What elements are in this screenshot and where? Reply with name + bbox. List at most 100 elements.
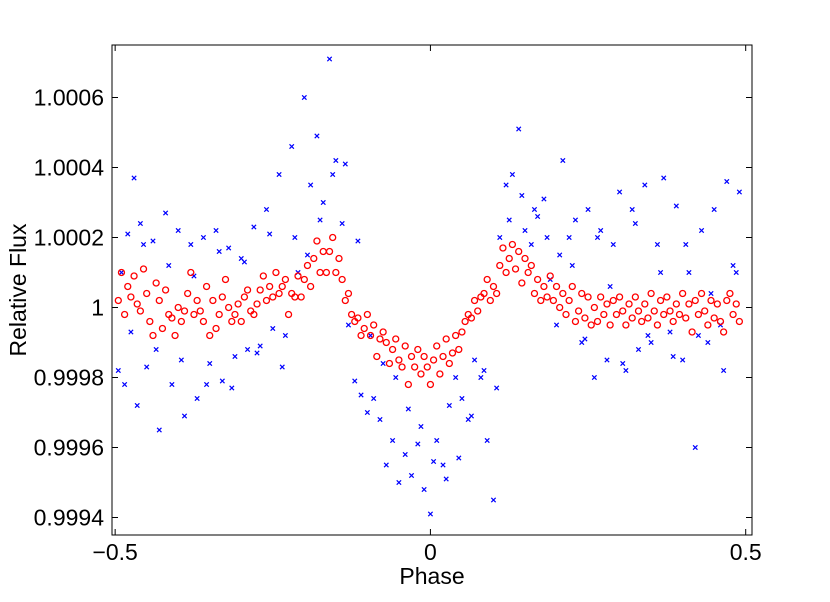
data-point-circle xyxy=(202,282,211,291)
data-point-x xyxy=(673,203,679,209)
data-point-x xyxy=(443,476,449,482)
data-point-circle xyxy=(581,314,589,322)
data-point-x xyxy=(635,346,642,353)
data-point-x xyxy=(181,413,188,419)
data-point-circle xyxy=(467,314,476,322)
data-point-circle xyxy=(496,261,504,270)
data-point-circle xyxy=(325,247,334,256)
y-axis-label: Relative Flux xyxy=(5,223,31,356)
data-point-circle xyxy=(259,272,267,280)
data-point-x xyxy=(522,227,528,234)
y-tick-label: 1.0002 xyxy=(34,225,104,251)
x-tick-label: 0.5 xyxy=(730,539,762,565)
data-point-x xyxy=(453,374,459,381)
data-point-circle xyxy=(606,321,614,329)
data-point-circle xyxy=(521,254,529,263)
data-point-circle xyxy=(187,268,195,277)
data-point-circle xyxy=(120,310,129,319)
data-point-x xyxy=(708,290,714,297)
data-point-circle xyxy=(344,289,353,298)
data-point-x xyxy=(616,189,623,195)
data-point-circle xyxy=(379,328,387,336)
data-point-circle xyxy=(638,317,646,326)
data-point-x xyxy=(736,189,743,195)
data-point-x xyxy=(166,262,172,269)
data-point-circle xyxy=(669,317,677,326)
data-point-circle xyxy=(710,314,718,322)
data-point-circle xyxy=(568,282,576,291)
data-point-x xyxy=(342,161,348,167)
data-point-x xyxy=(418,423,424,430)
data-point-circle xyxy=(196,307,204,315)
data-point-x xyxy=(144,364,150,370)
data-point-circle xyxy=(508,240,517,249)
data-point-circle xyxy=(480,289,488,298)
data-point-circle xyxy=(470,296,479,305)
data-point-x xyxy=(670,353,676,360)
data-point-x xyxy=(692,444,698,451)
data-point-x xyxy=(430,458,437,465)
data-point-x xyxy=(203,381,210,388)
data-point-circle xyxy=(622,321,630,329)
data-point-x xyxy=(330,171,336,178)
data-point-x xyxy=(427,511,434,517)
data-point-circle xyxy=(445,359,453,368)
data-point-circle xyxy=(685,300,693,308)
data-point-x xyxy=(270,325,276,332)
data-point-x xyxy=(657,269,664,276)
data-point-x xyxy=(632,220,638,227)
data-point-circle xyxy=(297,293,305,301)
data-point-circle xyxy=(161,286,170,294)
data-point-x xyxy=(140,241,147,248)
data-point-x xyxy=(711,206,717,213)
data-point-x xyxy=(314,133,320,139)
data-point-x xyxy=(229,385,235,391)
data-point-circle xyxy=(136,307,145,315)
data-point-circle xyxy=(329,233,337,242)
data-point-x xyxy=(364,409,370,416)
data-point-circle xyxy=(152,279,160,287)
data-point-circle xyxy=(193,296,201,305)
data-point-circle xyxy=(474,307,482,315)
y-tick: 1.0004 xyxy=(34,155,752,181)
data-point-x xyxy=(241,259,248,265)
data-point-x xyxy=(557,252,563,258)
data-point-x xyxy=(371,395,377,402)
data-point-x xyxy=(534,213,541,220)
data-point-circle xyxy=(559,289,567,298)
data-point-circle xyxy=(543,293,551,301)
data-point-circle xyxy=(732,300,740,308)
data-point-circle xyxy=(294,272,302,280)
data-point-circle xyxy=(682,314,690,322)
data-point-x xyxy=(267,231,273,237)
data-point-circle xyxy=(146,317,154,326)
data-point-x xyxy=(408,472,415,479)
data-point-x xyxy=(128,329,134,335)
data-point-circle xyxy=(250,310,258,319)
data-point-x xyxy=(610,241,616,248)
data-point-x xyxy=(118,269,125,276)
data-point-x xyxy=(279,364,285,370)
data-point-circle xyxy=(697,289,706,298)
data-point-x xyxy=(607,283,613,290)
data-point-circle xyxy=(502,268,510,277)
data-point-circle xyxy=(155,296,163,305)
data-point-x xyxy=(642,182,648,188)
data-point-circle xyxy=(556,303,564,312)
data-point-x xyxy=(292,234,298,241)
data-point-x xyxy=(421,486,427,493)
data-point-circle xyxy=(694,310,703,319)
data-point-x xyxy=(320,199,326,206)
data-point-x xyxy=(150,238,156,244)
y-tick: 0.9994 xyxy=(34,505,752,531)
data-point-x xyxy=(137,220,143,227)
data-point-x xyxy=(591,374,597,381)
data-point-x xyxy=(175,227,181,234)
data-point-circle xyxy=(448,349,457,357)
data-point-circle xyxy=(672,300,680,308)
data-point-circle xyxy=(719,328,728,336)
data-point-x xyxy=(572,217,579,223)
data-point-circle xyxy=(666,307,674,315)
data-point-x xyxy=(648,339,654,346)
data-point-circle xyxy=(407,352,416,361)
